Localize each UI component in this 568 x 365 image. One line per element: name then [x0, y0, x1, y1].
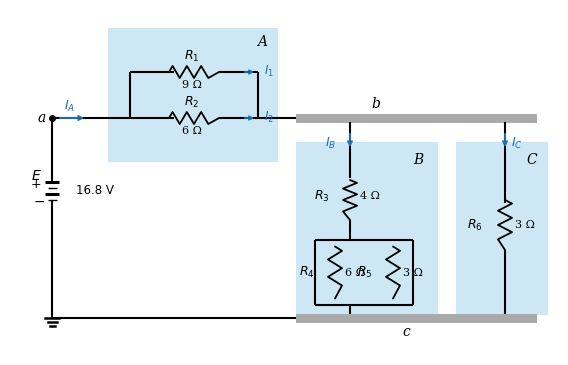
- Text: B: B: [413, 153, 423, 167]
- Text: $R_3$: $R_3$: [315, 188, 330, 204]
- Text: 4 Ω: 4 Ω: [360, 191, 380, 201]
- Text: 3 Ω: 3 Ω: [515, 220, 535, 230]
- Text: 6 Ω: 6 Ω: [345, 268, 365, 277]
- Bar: [456, 142, 548, 315]
- Text: A: A: [257, 35, 267, 49]
- Bar: [296, 114, 537, 123]
- Text: −: −: [33, 195, 45, 209]
- Text: $I_A$: $I_A$: [64, 99, 76, 114]
- Text: 16.8 V: 16.8 V: [76, 184, 114, 196]
- Bar: [296, 142, 438, 315]
- Text: c: c: [402, 325, 410, 339]
- Text: C: C: [527, 153, 537, 167]
- Bar: [108, 28, 278, 162]
- Text: $E$: $E$: [31, 169, 41, 183]
- Text: $I_B$: $I_B$: [325, 135, 336, 150]
- Text: a: a: [37, 111, 46, 125]
- Text: 3 Ω: 3 Ω: [403, 268, 423, 277]
- Text: $I_C$: $I_C$: [511, 135, 523, 150]
- Text: $I_2$: $I_2$: [264, 110, 274, 124]
- Bar: [296, 314, 537, 323]
- Text: 6 Ω: 6 Ω: [182, 126, 202, 136]
- Text: $R_4$: $R_4$: [299, 265, 315, 280]
- Text: +: +: [31, 177, 41, 191]
- Text: $I_1$: $I_1$: [264, 64, 274, 78]
- Text: 9 Ω: 9 Ω: [182, 80, 202, 90]
- Text: b: b: [371, 97, 381, 111]
- Text: $R_6$: $R_6$: [467, 218, 483, 233]
- Text: $R_1$: $R_1$: [184, 49, 200, 64]
- Text: $R_5$: $R_5$: [357, 265, 373, 280]
- Text: $R_2$: $R_2$: [185, 95, 199, 109]
